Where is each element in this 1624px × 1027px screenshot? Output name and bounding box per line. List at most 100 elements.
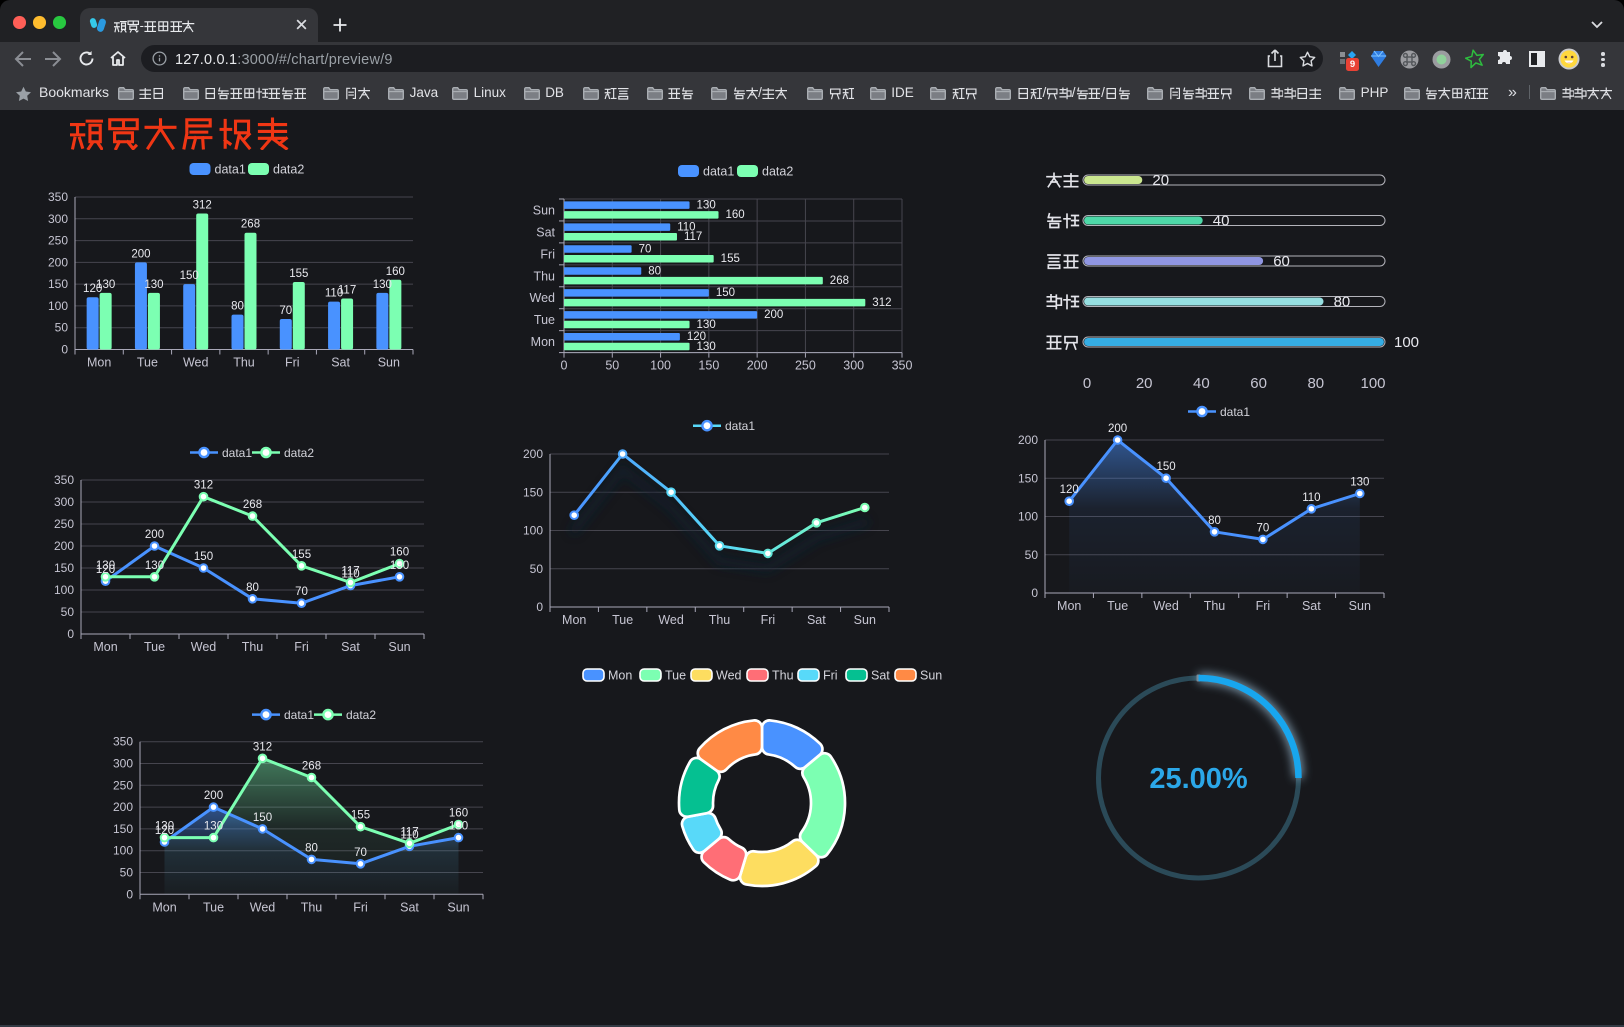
- svg-text:Sat: Sat: [1302, 599, 1321, 613]
- svg-text:100: 100: [1394, 334, 1419, 351]
- svg-text:data1: data1: [1220, 405, 1250, 419]
- svg-text:130: 130: [697, 319, 716, 331]
- svg-text:Wed: Wed: [716, 669, 742, 683]
- svg-text:155: 155: [351, 810, 370, 822]
- svg-text:110: 110: [677, 221, 695, 233]
- svg-text:268: 268: [830, 275, 849, 287]
- svg-text:110: 110: [400, 829, 418, 841]
- svg-text:268: 268: [243, 499, 262, 511]
- svg-text:data2: data2: [346, 708, 376, 722]
- svg-text:100: 100: [523, 524, 543, 538]
- svg-text:0: 0: [1031, 586, 1038, 600]
- svg-text:Sun: Sun: [447, 900, 469, 914]
- svg-text:110: 110: [1302, 492, 1320, 504]
- svg-text:Thu: Thu: [1204, 599, 1226, 613]
- svg-text:150: 150: [698, 359, 719, 373]
- svg-text:100: 100: [1018, 510, 1038, 524]
- svg-text:250: 250: [54, 517, 74, 531]
- svg-text:Sat: Sat: [400, 900, 419, 914]
- svg-text:117: 117: [684, 231, 702, 243]
- svg-text:200: 200: [1108, 423, 1127, 435]
- svg-text:70: 70: [354, 847, 367, 859]
- svg-text:130: 130: [1350, 477, 1369, 489]
- svg-text:200: 200: [54, 539, 74, 553]
- svg-text:250: 250: [113, 778, 133, 792]
- svg-text:Sun: Sun: [533, 203, 555, 217]
- svg-text:0: 0: [1083, 375, 1091, 392]
- svg-text:130: 130: [96, 560, 115, 572]
- svg-text:Sat: Sat: [807, 613, 826, 627]
- svg-text:80: 80: [1307, 375, 1324, 392]
- svg-text:data2: data2: [284, 446, 314, 460]
- svg-text:300: 300: [843, 359, 864, 373]
- svg-text:data1: data1: [725, 419, 755, 433]
- svg-text:0: 0: [67, 627, 74, 641]
- svg-text:200: 200: [48, 255, 68, 269]
- svg-text:130: 130: [390, 560, 409, 572]
- svg-text:Thu: Thu: [301, 900, 323, 914]
- svg-text:Sun: Sun: [854, 613, 876, 627]
- svg-text:160: 160: [386, 266, 405, 278]
- svg-text:Fri: Fri: [353, 900, 368, 914]
- svg-text:Wed: Wed: [1153, 599, 1179, 613]
- svg-text:Sat: Sat: [331, 356, 350, 370]
- svg-text:312: 312: [193, 200, 212, 212]
- svg-text:200: 200: [523, 447, 543, 461]
- svg-text:200: 200: [131, 248, 150, 260]
- svg-text:50: 50: [530, 562, 544, 576]
- svg-text:200: 200: [764, 309, 783, 321]
- svg-text:130: 130: [697, 341, 716, 353]
- svg-text:130: 130: [204, 821, 223, 833]
- svg-text:25.00%: 25.00%: [1149, 763, 1248, 795]
- svg-text:data1: data1: [703, 165, 734, 179]
- svg-text:117: 117: [338, 285, 356, 297]
- svg-text:120: 120: [83, 283, 102, 295]
- svg-text:160: 160: [726, 209, 745, 221]
- svg-text:Wed: Wed: [658, 613, 684, 627]
- svg-text:350: 350: [892, 359, 913, 373]
- svg-text:Tue: Tue: [612, 613, 633, 627]
- svg-text:50: 50: [605, 359, 619, 373]
- svg-text:155: 155: [289, 268, 308, 280]
- svg-text:Sat: Sat: [536, 225, 555, 239]
- svg-text:0: 0: [126, 887, 133, 901]
- svg-text:data1: data1: [284, 708, 314, 722]
- svg-text:150: 150: [48, 277, 68, 291]
- svg-text:data1: data1: [222, 446, 252, 460]
- svg-text:Tue: Tue: [1107, 599, 1128, 613]
- svg-text:100: 100: [48, 299, 68, 313]
- svg-text:Thu: Thu: [533, 269, 555, 283]
- svg-text:Fri: Fri: [540, 247, 555, 261]
- svg-text:150: 150: [180, 270, 199, 282]
- svg-text:130: 130: [697, 199, 716, 211]
- svg-text:50: 50: [61, 605, 75, 619]
- svg-text:250: 250: [48, 234, 68, 248]
- svg-text:20: 20: [1152, 172, 1169, 189]
- svg-text:150: 150: [253, 812, 272, 824]
- svg-text:70: 70: [1257, 522, 1270, 534]
- svg-text:200: 200: [145, 529, 164, 541]
- svg-text:268: 268: [241, 219, 260, 231]
- svg-text:Thu: Thu: [233, 356, 255, 370]
- svg-text:Thu: Thu: [772, 669, 794, 683]
- svg-text:312: 312: [253, 741, 272, 753]
- svg-text:0: 0: [536, 600, 543, 614]
- svg-text:50: 50: [120, 866, 134, 880]
- svg-text:117: 117: [400, 826, 418, 838]
- svg-text:350: 350: [54, 473, 74, 487]
- svg-text:155: 155: [292, 549, 311, 561]
- svg-text:110: 110: [325, 288, 343, 300]
- svg-text:Mon: Mon: [93, 640, 117, 654]
- svg-text:data2: data2: [273, 163, 304, 177]
- svg-text:0: 0: [561, 359, 568, 373]
- svg-text:80: 80: [231, 301, 244, 313]
- svg-text:Sun: Sun: [1349, 599, 1371, 613]
- svg-text:120: 120: [96, 564, 115, 576]
- svg-text:130: 130: [96, 279, 115, 291]
- svg-text:40: 40: [1193, 375, 1210, 392]
- svg-text:data2: data2: [762, 165, 793, 179]
- svg-text:Tue: Tue: [144, 640, 165, 654]
- svg-text:250: 250: [795, 359, 816, 373]
- svg-text:Wed: Wed: [250, 900, 276, 914]
- svg-text:80: 80: [1334, 294, 1351, 311]
